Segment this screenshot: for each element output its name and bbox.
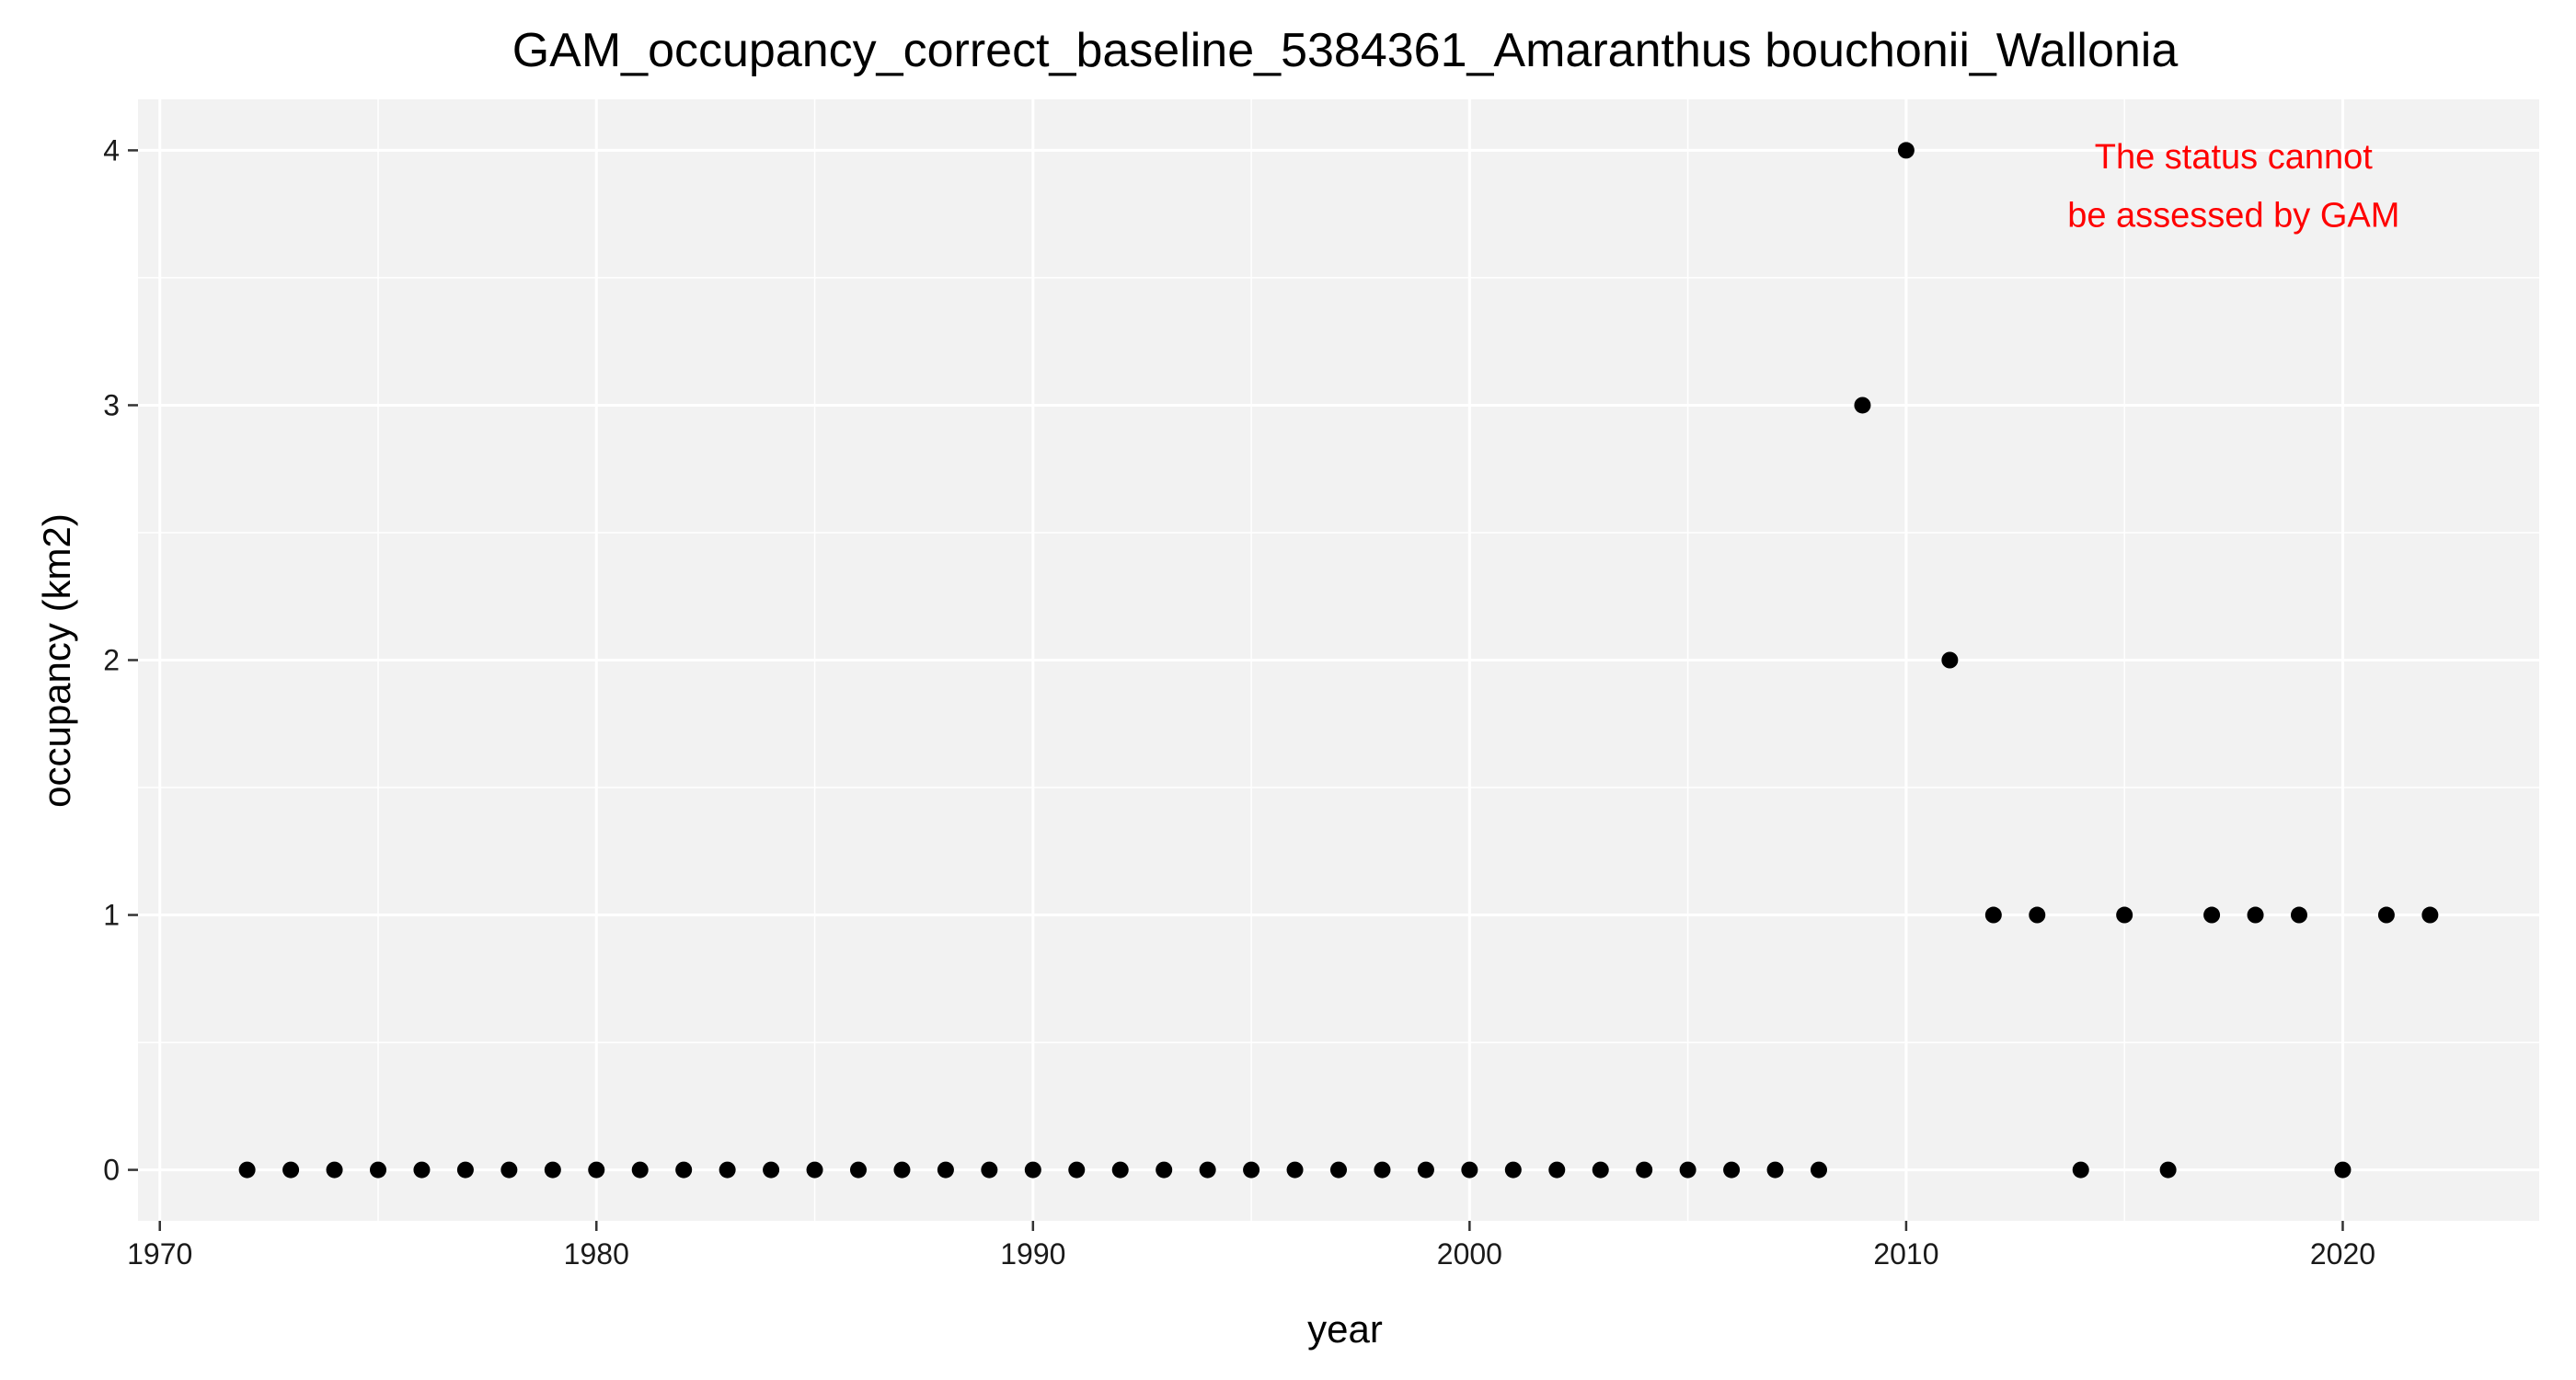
chart-title: GAM_occupancy_correct_baseline_5384361_A… — [512, 24, 2179, 77]
x-tick-label: 2020 — [2310, 1237, 2375, 1271]
data-point — [413, 1161, 431, 1179]
data-point — [1068, 1161, 1086, 1179]
data-point — [1111, 1161, 1129, 1179]
data-point — [238, 1161, 256, 1179]
data-point — [2377, 906, 2395, 924]
data-point — [1897, 142, 1915, 159]
data-point — [1941, 651, 1959, 669]
data-point — [893, 1161, 911, 1179]
data-point — [1766, 1161, 1784, 1179]
points-layer — [238, 142, 2439, 1179]
data-point — [1548, 1161, 1566, 1179]
data-point — [544, 1161, 561, 1179]
data-point — [1330, 1161, 1347, 1179]
data-point — [1984, 906, 2002, 924]
x-tick-label: 1970 — [127, 1237, 192, 1271]
data-point — [763, 1161, 780, 1179]
annotation-layer: The status cannot be assessed by GAM — [2067, 138, 2399, 236]
y-tick-label: 1 — [103, 899, 120, 932]
annotation-line: be assessed by GAM — [2067, 197, 2399, 236]
data-point — [719, 1161, 736, 1179]
data-point — [1417, 1161, 1434, 1179]
y-axis-title: occupancy (km2) — [35, 513, 78, 808]
x-tick-label: 1980 — [564, 1237, 629, 1271]
y-tick-label: 2 — [103, 644, 120, 677]
data-point — [326, 1161, 343, 1179]
data-point — [806, 1161, 823, 1179]
data-point — [675, 1161, 693, 1179]
data-point — [1286, 1161, 1304, 1179]
data-point — [588, 1161, 605, 1179]
data-point — [1592, 1161, 1609, 1179]
x-axis-title: year — [1307, 1307, 1383, 1351]
data-point — [1679, 1161, 1696, 1179]
data-point — [1636, 1161, 1653, 1179]
data-point — [2116, 906, 2133, 924]
data-point — [631, 1161, 649, 1179]
data-point — [981, 1161, 998, 1179]
data-point — [2203, 906, 2221, 924]
data-point — [2072, 1161, 2089, 1179]
y-tick-label: 3 — [103, 388, 120, 421]
data-point — [1024, 1161, 1041, 1179]
annotation-line: The status cannot — [2095, 138, 2374, 177]
data-point — [2291, 906, 2307, 924]
data-point — [1854, 397, 1871, 414]
data-point — [1461, 1161, 1478, 1179]
data-point — [1504, 1161, 1522, 1179]
data-point — [1374, 1161, 1391, 1179]
data-point — [2421, 906, 2439, 924]
data-point — [1243, 1161, 1260, 1179]
grid-layer — [138, 99, 2539, 1221]
data-point — [2247, 906, 2264, 924]
data-point — [1199, 1161, 1216, 1179]
x-tick-label: 2000 — [1437, 1237, 1502, 1271]
data-point — [850, 1161, 867, 1179]
y-tick-label: 0 — [103, 1154, 120, 1187]
axis-layer: 0 1 2 3 4 1970 1980 1990 2000 2010 2020 — [103, 133, 2375, 1271]
data-point — [937, 1161, 954, 1179]
data-point — [456, 1161, 474, 1179]
data-point — [2334, 1161, 2352, 1179]
data-point — [2029, 906, 2046, 924]
y-tick-label: 4 — [103, 133, 120, 167]
x-tick-label: 1990 — [1000, 1237, 1065, 1271]
x-tick-label: 2010 — [1873, 1237, 1938, 1271]
data-point — [370, 1161, 386, 1179]
data-point — [1156, 1161, 1173, 1179]
data-point — [282, 1161, 300, 1179]
data-point — [1811, 1161, 1827, 1179]
data-point — [1723, 1161, 1741, 1179]
data-point — [500, 1161, 518, 1179]
data-point — [2159, 1161, 2177, 1179]
